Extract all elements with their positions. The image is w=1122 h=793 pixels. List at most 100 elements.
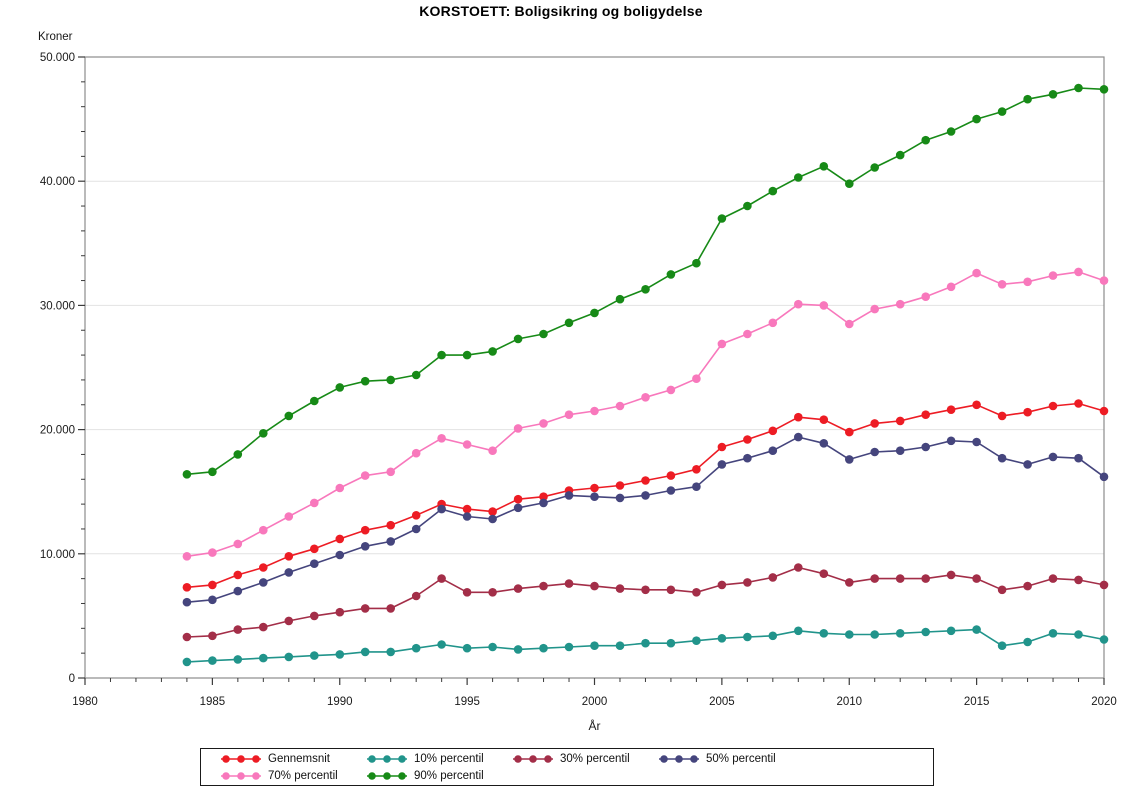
data-point <box>411 370 421 380</box>
legend-item: Gennemsnit <box>221 750 367 767</box>
data-point <box>641 476 650 485</box>
data-point <box>921 292 930 302</box>
data-point <box>921 574 930 583</box>
data-point <box>513 584 523 593</box>
data-point <box>1023 460 1032 469</box>
data-point <box>717 214 727 223</box>
y-tick-label: 30.000 <box>40 300 75 312</box>
data-point <box>845 455 854 464</box>
data-point <box>386 537 396 546</box>
data-point <box>360 604 370 613</box>
data-point <box>259 622 268 632</box>
data-point <box>1048 90 1058 99</box>
data-point <box>335 550 345 560</box>
data-point <box>335 383 345 392</box>
data-point <box>1099 406 1109 416</box>
legend-marker-icon <box>659 754 699 763</box>
data-point <box>1099 472 1109 482</box>
y-tick-label: 40.000 <box>40 176 75 188</box>
data-point <box>462 350 472 360</box>
data-point <box>1074 83 1083 93</box>
data-point <box>692 258 701 268</box>
data-point <box>870 630 879 639</box>
data-point <box>411 511 421 520</box>
data-point <box>233 570 243 580</box>
data-point <box>997 280 1007 289</box>
data-point <box>564 579 574 588</box>
x-tick-label: 1980 <box>72 696 98 708</box>
legend-marker-icon <box>221 754 261 763</box>
data-point <box>208 595 217 605</box>
series-30-percentil <box>182 563 1109 642</box>
x-tick-label: 2005 <box>709 696 735 708</box>
data-point <box>870 574 879 583</box>
data-point <box>208 467 217 477</box>
data-point <box>259 578 268 587</box>
x-tick-label: 2010 <box>836 696 862 708</box>
data-point <box>411 524 421 534</box>
data-point <box>488 446 497 456</box>
y-tick-label: 10.000 <box>40 549 75 561</box>
legend-item: 30% percentil <box>513 750 659 767</box>
data-point <box>615 584 625 593</box>
data-point <box>488 588 497 597</box>
data-point <box>386 375 396 385</box>
data-point <box>182 657 192 667</box>
data-point <box>1074 630 1083 639</box>
legend-label: 90% percentil <box>414 769 484 782</box>
data-point <box>437 574 446 583</box>
legend-marker-icon <box>221 771 261 780</box>
data-point <box>233 655 243 664</box>
y-tick-label: 0 <box>69 673 75 685</box>
data-point <box>997 411 1007 421</box>
x-tick-label: 2020 <box>1091 696 1117 708</box>
data-point <box>590 483 599 493</box>
data-point <box>819 629 829 638</box>
data-point <box>539 419 548 428</box>
data-point <box>972 625 981 634</box>
data-point <box>1099 635 1109 644</box>
data-point <box>870 447 879 457</box>
data-point <box>233 625 243 634</box>
data-point <box>360 525 370 535</box>
data-point <box>615 401 625 411</box>
data-point <box>743 632 752 642</box>
data-point <box>590 641 599 650</box>
data-point <box>310 544 319 554</box>
data-point <box>513 645 523 654</box>
legend-marker-icon <box>513 754 553 763</box>
data-point <box>743 435 752 444</box>
data-point <box>921 135 930 145</box>
legend-label: 10% percentil <box>414 752 484 765</box>
data-point <box>946 282 956 292</box>
data-point <box>615 481 625 490</box>
data-point <box>1048 629 1058 638</box>
data-point <box>870 419 879 428</box>
data-point <box>513 334 523 344</box>
data-point <box>488 507 497 516</box>
data-point <box>946 570 956 580</box>
data-point <box>1023 581 1032 591</box>
data-point <box>819 439 829 448</box>
data-point <box>743 578 752 587</box>
data-point <box>717 580 727 590</box>
data-point <box>921 627 930 637</box>
data-point <box>845 427 854 437</box>
data-point <box>615 294 625 304</box>
data-point <box>1099 85 1109 94</box>
data-point <box>692 465 701 474</box>
data-point <box>590 492 599 502</box>
data-point <box>845 630 854 639</box>
data-point <box>513 503 523 513</box>
data-point <box>997 641 1007 650</box>
data-point <box>997 107 1007 116</box>
data-point <box>182 470 192 479</box>
data-point <box>437 350 446 360</box>
data-point <box>411 591 421 601</box>
data-point <box>768 318 778 328</box>
data-point <box>462 643 472 653</box>
data-point <box>997 585 1007 595</box>
data-point <box>1048 401 1058 411</box>
data-point <box>284 568 294 577</box>
x-axis: 1980 1985 1990 1995 2000 2005 2010 2015 2020 <box>72 678 1117 708</box>
